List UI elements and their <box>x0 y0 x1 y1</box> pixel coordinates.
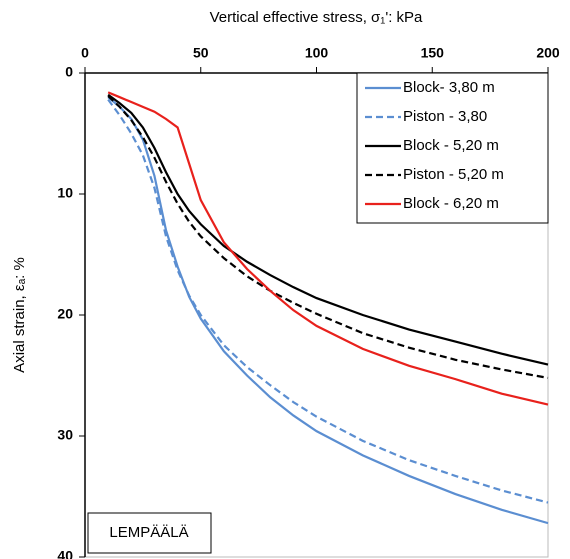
legend-label: Piston - 5,20 m <box>403 166 504 183</box>
legend: Block- 3,80 m Piston - 3,80 Block - 5,20 m… <box>356 72 549 224</box>
y-tick-label: 10 <box>57 185 73 201</box>
x-tick-label: 0 <box>81 45 89 61</box>
x-axis-title: Vertical effective stress, σ₁': kPa <box>210 9 423 26</box>
legend-label: Block- 3,80 m <box>403 79 495 96</box>
annotation-box <box>87 512 212 554</box>
x-tick-label: 150 <box>421 45 445 61</box>
y-tick-label: 40 <box>57 548 73 559</box>
legend-label: Block - 5,20 m <box>403 137 499 154</box>
y-axis-title: Axial strain, εₐ: % <box>11 257 28 373</box>
annotation: LEMPÄÄLÄ <box>109 524 188 541</box>
series-line <box>107 96 549 525</box>
x-tick-label: 200 <box>536 45 560 61</box>
legend-label: Block - 6,20 m <box>403 195 499 212</box>
y-tick-label: 0 <box>65 64 73 80</box>
x-tick-label: 50 <box>193 45 209 61</box>
legend-label: Piston - 3,80 <box>403 108 487 125</box>
series-line <box>107 95 549 380</box>
y-tick-label: 20 <box>57 306 73 322</box>
legend-box <box>356 72 549 224</box>
series-line <box>107 91 549 406</box>
x-tick-label: 100 <box>305 45 329 61</box>
series-line <box>107 93 549 366</box>
y-tick-label: 30 <box>57 427 73 443</box>
